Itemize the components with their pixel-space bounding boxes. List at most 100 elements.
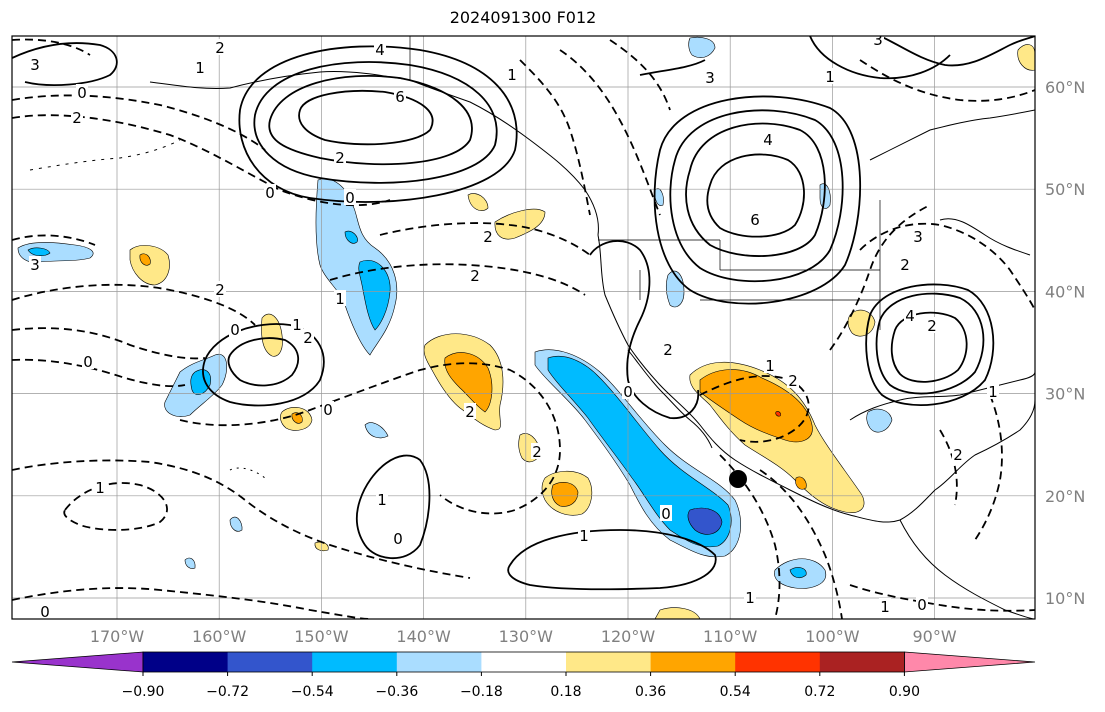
contour-label-bg xyxy=(622,383,634,399)
contour-dashed-15 xyxy=(699,375,810,443)
colorbar-frame xyxy=(142,651,905,673)
contour-label-bg xyxy=(376,491,388,507)
contour-label: 2 xyxy=(72,109,82,127)
colorbar-segment xyxy=(735,652,821,672)
graticule xyxy=(12,36,1035,619)
contour-dashed-24 xyxy=(12,38,91,56)
lat-label: 30°N xyxy=(1045,385,1085,404)
contour-label-bg xyxy=(506,66,518,82)
blue-dot-2 xyxy=(229,516,243,532)
lon-label: 160°W xyxy=(192,627,247,646)
contour-dashed-9 xyxy=(12,587,371,619)
contour-label-bg xyxy=(952,446,964,462)
colorbar-tick-label: −0.90 xyxy=(122,684,165,700)
west-coast xyxy=(597,234,936,523)
colorbar-segment xyxy=(143,652,229,672)
contour-dashed-22 xyxy=(849,584,1035,612)
contour-dashed-11 xyxy=(379,222,591,256)
contour-pacific-low-1 xyxy=(202,323,325,407)
yellow-area-north-2 xyxy=(467,193,489,211)
contour-rockies-high-4 xyxy=(653,95,861,305)
colorbar-tick-labels: −0.90 −0.72 −0.54 −0.36 −0.18 0.18 0.36 0.54 0.7… xyxy=(122,672,920,700)
lat-label: 20°N xyxy=(1045,487,1085,506)
colorbar-tick-label: −0.54 xyxy=(291,684,334,700)
lon-label: 170°W xyxy=(90,627,145,646)
contour-central-high xyxy=(355,454,431,560)
contour-label: 2 xyxy=(215,281,225,299)
contour-label: 2 xyxy=(303,329,313,347)
hudson-coast xyxy=(869,109,1035,161)
map-title: 2024091300 F012 xyxy=(449,8,597,27)
contour-label: 1 xyxy=(988,383,998,401)
yellow-area-north xyxy=(494,208,546,240)
colorbar-segment xyxy=(481,652,567,672)
contour-label-bg xyxy=(872,36,884,47)
contour-label: 1 xyxy=(745,589,755,607)
contour-label: 1 xyxy=(377,491,387,509)
blue-dot-3 xyxy=(184,557,196,569)
contour-label: 2 xyxy=(788,372,798,390)
colorbar-min-arrow xyxy=(11,651,144,673)
contour-label: 3 xyxy=(30,56,40,74)
central-america-coast xyxy=(899,519,1035,619)
yellow-area-bottom xyxy=(654,607,701,619)
contour-label-bg xyxy=(76,84,88,100)
contour-dashed-20 xyxy=(974,394,1003,541)
contour-label: 4 xyxy=(763,131,773,149)
blue-dot-1 xyxy=(364,422,389,439)
baja-peninsula xyxy=(627,349,713,449)
contour-label: 4 xyxy=(375,41,385,59)
contour-gulf-low-3 xyxy=(890,311,968,383)
colorbar-tick-label: 0.36 xyxy=(635,684,666,700)
contour-label-bg xyxy=(662,341,674,357)
colorbar-tick-label: 0.18 xyxy=(550,684,581,700)
orange-area-west xyxy=(139,253,151,266)
contour-label-bg xyxy=(71,109,83,125)
contour-label: 0 xyxy=(323,401,333,419)
lon-label: 120°W xyxy=(601,627,656,646)
contour-dashed-21 xyxy=(939,429,958,506)
colorbar-segment xyxy=(819,652,905,672)
contour-label-bg xyxy=(264,184,276,200)
contour-label: 4 xyxy=(905,307,915,325)
aleutian-islands xyxy=(29,139,181,171)
contour-label-bg xyxy=(334,149,346,165)
contour-label: 2 xyxy=(483,228,493,246)
contour-label-bg xyxy=(322,401,334,417)
contour-label: 0 xyxy=(230,321,240,339)
contour-label-bg xyxy=(39,603,51,619)
contour-label: 2 xyxy=(335,149,345,167)
contour-label: 0 xyxy=(40,603,50,621)
contour-label: 3 xyxy=(30,256,40,274)
contour-label-bg xyxy=(660,505,672,521)
contour-label-bg xyxy=(987,383,999,399)
contour-label-bg xyxy=(764,357,776,373)
colorbar xyxy=(11,651,1036,673)
cyan-area-south xyxy=(789,567,807,579)
contour-label: 1 xyxy=(335,290,345,308)
contour-label: 1 xyxy=(95,479,105,497)
contour-label: 2 xyxy=(927,317,937,335)
contour-label: 6 xyxy=(395,88,405,106)
contour-gulf-low-2 xyxy=(865,283,995,406)
contour-nw xyxy=(12,42,118,86)
contour-rockies-high-2 xyxy=(669,109,844,283)
contour-label-bg xyxy=(926,317,938,333)
contour-label-bg xyxy=(879,598,891,614)
contour-label: 0 xyxy=(83,353,93,371)
contour-label-bg xyxy=(482,228,494,244)
lat-label: 10°N xyxy=(1045,589,1085,608)
contour-label-bg xyxy=(94,479,106,495)
colorbar-segment xyxy=(650,652,736,672)
contour-pacific-low-2 xyxy=(227,337,300,387)
contour-label-bg xyxy=(787,372,799,388)
contour-label: 2 xyxy=(900,256,910,274)
contour-label-bg xyxy=(392,530,404,546)
yellow-area-ne xyxy=(1017,44,1035,71)
orange-dot-mexico xyxy=(795,476,807,490)
contour-coast xyxy=(589,240,700,419)
colorbar-tick-label: 0.72 xyxy=(804,684,835,700)
contour-label-bg xyxy=(302,329,314,345)
great-lakes xyxy=(939,218,1031,256)
colorbar-tick-label: −0.36 xyxy=(375,684,418,700)
